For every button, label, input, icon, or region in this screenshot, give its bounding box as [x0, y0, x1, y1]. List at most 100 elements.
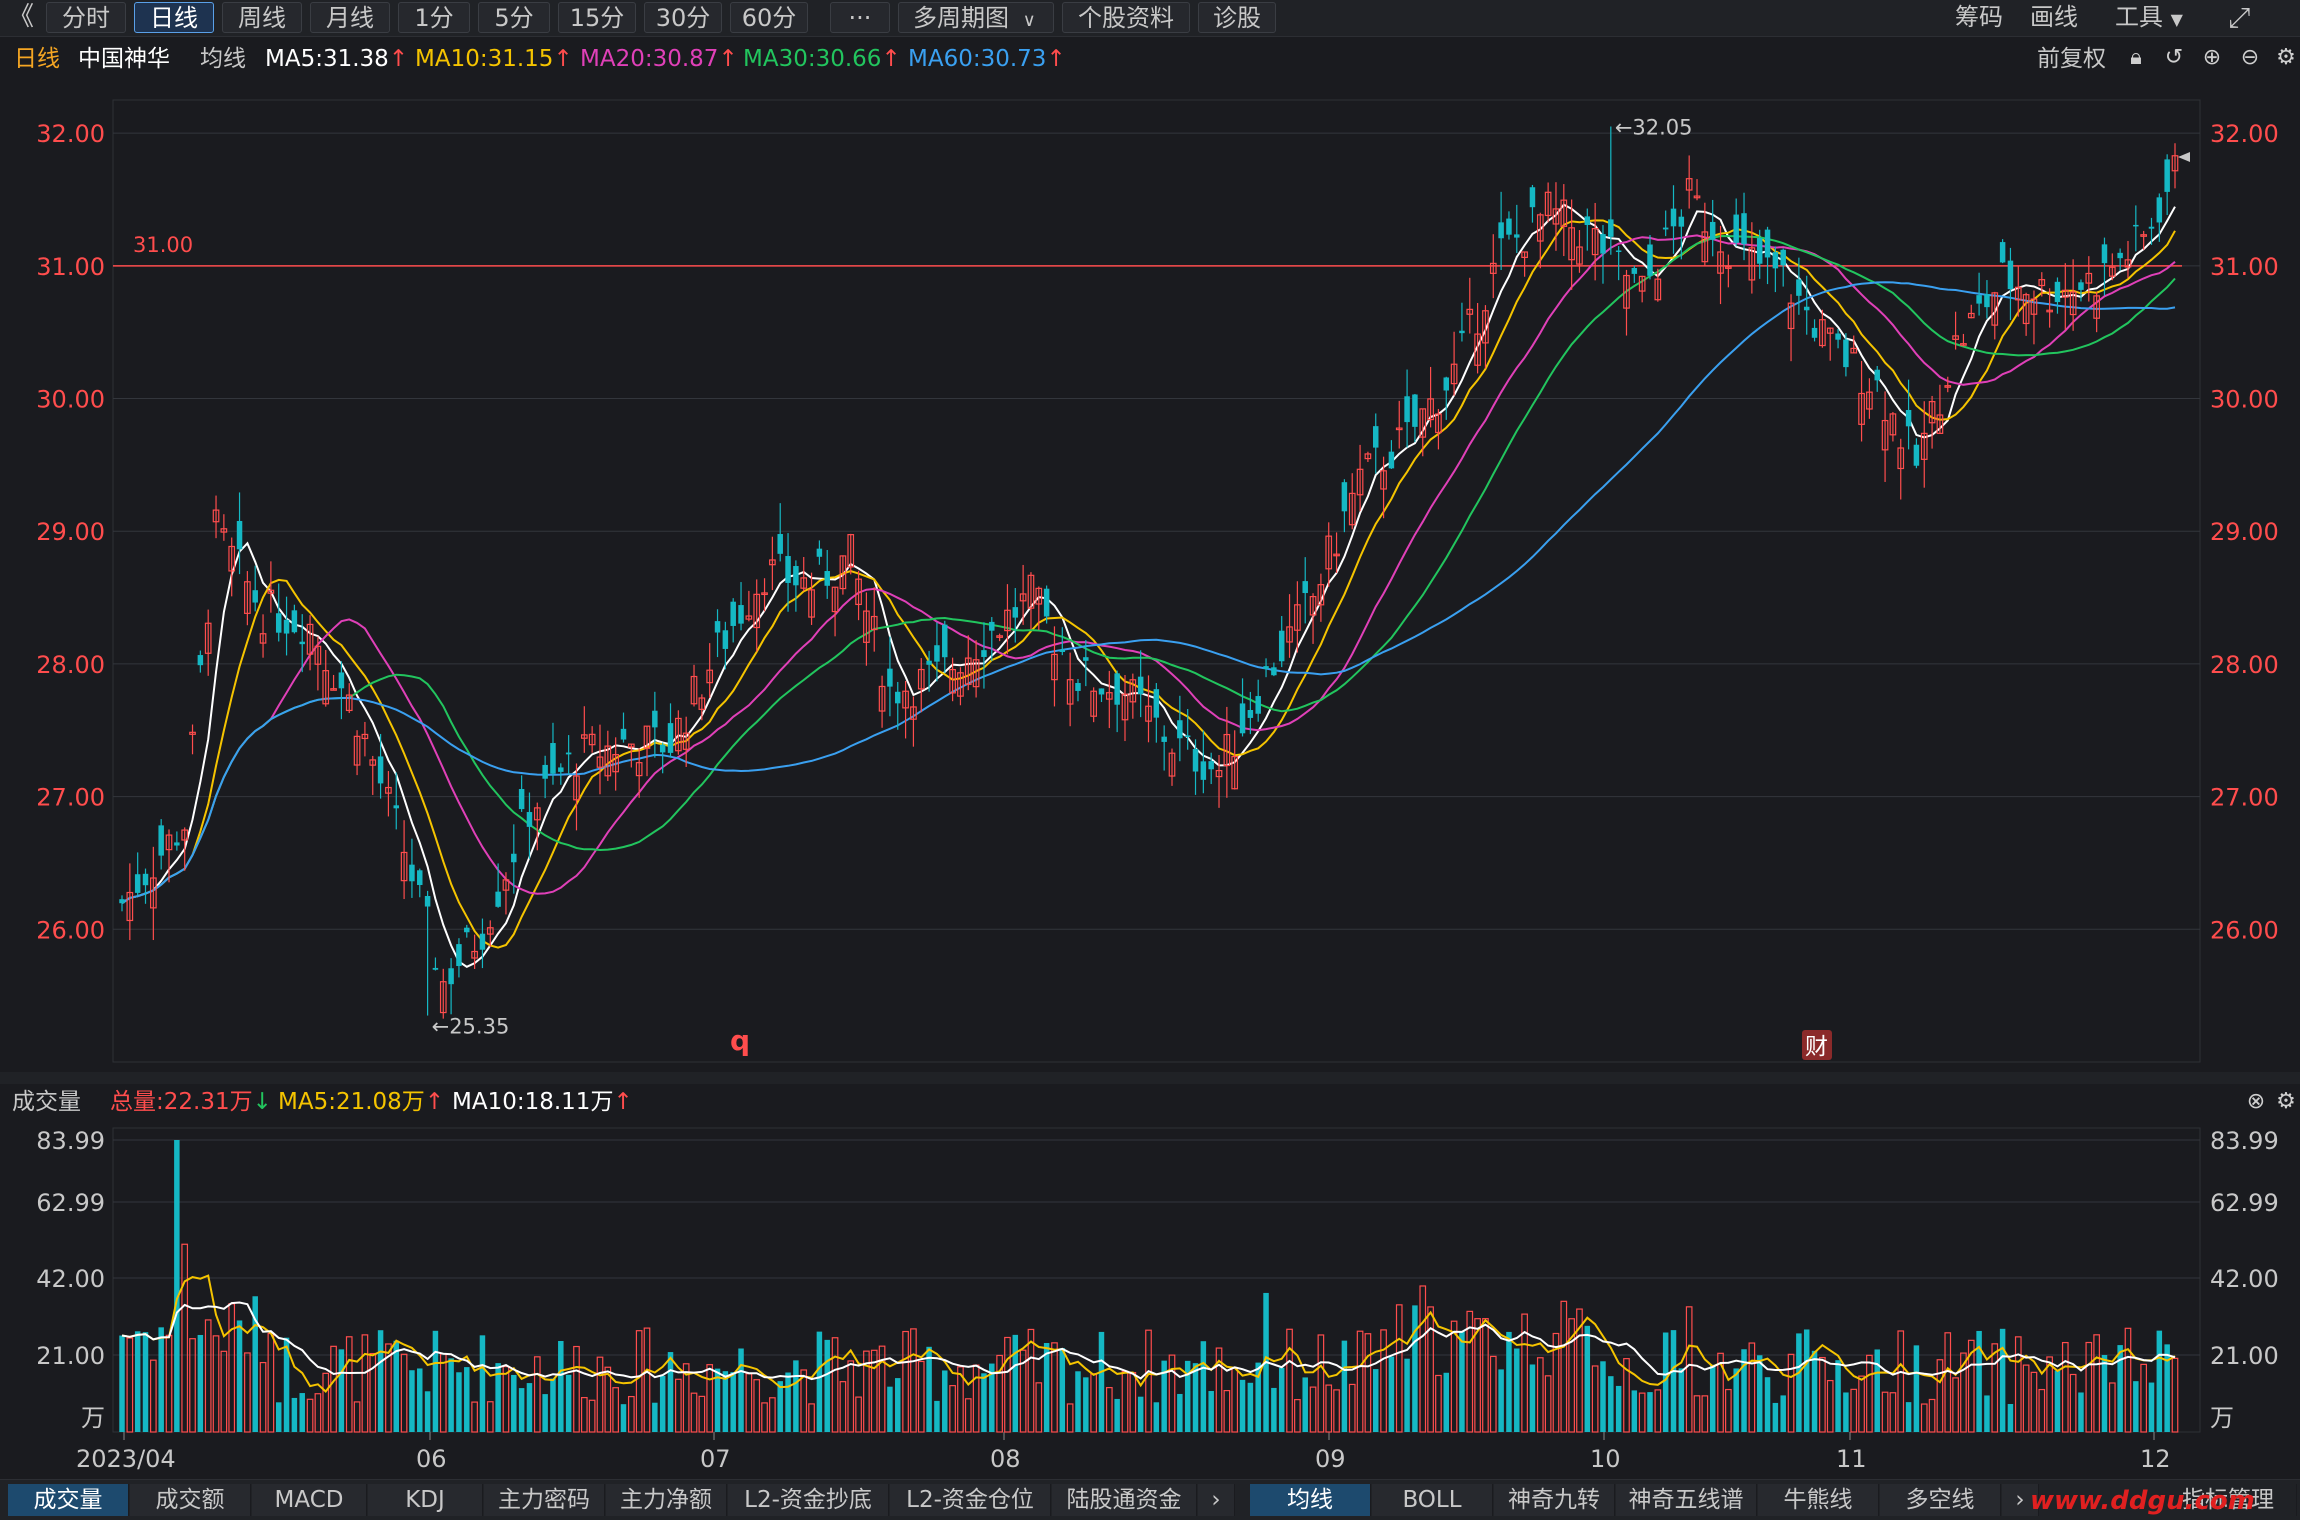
draw-line-button[interactable]: 画线 — [2030, 3, 2078, 31]
multi-period-label: 多周期图 — [913, 4, 1009, 32]
volume-bar-down — [620, 1404, 627, 1432]
candle-body-down — [1905, 409, 1912, 427]
volume-bar-up — [1638, 1392, 1646, 1433]
candle-body-up — [957, 672, 964, 697]
tab-l2-bottom[interactable]: L2-资金抄底 — [728, 1484, 889, 1516]
candle-body-up — [212, 509, 220, 523]
more-icon[interactable]: ··· — [830, 2, 890, 33]
candle-body-up — [1952, 335, 1959, 340]
volume-bar-down — [1631, 1390, 1638, 1432]
tab-hk-connect[interactable]: 陆股通资金 — [1052, 1484, 1197, 1516]
candle-body-down — [1733, 214, 1739, 243]
lock-icon[interactable]: 🔒︎ — [2130, 45, 2142, 70]
volume-bar-up — [1967, 1339, 1975, 1433]
volume-bar-up — [1866, 1354, 1873, 1433]
tab-main-net[interactable]: 主力净额 — [606, 1484, 727, 1516]
tab-long-short[interactable]: 多空线 — [1880, 1484, 2001, 1516]
volume-bar-up — [878, 1345, 886, 1433]
zoom-out-icon[interactable]: ⊖ — [2240, 45, 2260, 70]
candle-body-down — [291, 610, 298, 633]
candle-body-up — [330, 688, 337, 691]
volume-bar-up — [2069, 1373, 2077, 1433]
candle-body-up — [1215, 770, 1223, 778]
volume-bar-up — [126, 1337, 134, 1433]
tab-60min[interactable]: 60分 — [730, 2, 808, 33]
price-tick-left: 30.00 — [36, 386, 105, 414]
ma-line — [121, 203, 2176, 968]
volume-bar-up — [604, 1366, 612, 1433]
chevron-right-icon-2[interactable]: › — [2002, 1484, 2039, 1516]
tab-30min[interactable]: 30分 — [644, 2, 722, 33]
candle-body-down — [1498, 222, 1504, 239]
volume-bar-down — [2164, 1344, 2170, 1432]
event-mark-q: q — [730, 1024, 750, 1057]
candle-body-down — [793, 566, 799, 586]
undo-icon[interactable]: ↺ — [2164, 45, 2184, 70]
volume-bar-up — [330, 1345, 337, 1433]
tab-magic-five[interactable]: 神奇五线谱 — [1616, 1484, 1757, 1516]
tab-ma[interactable]: 均线 — [1250, 1484, 1371, 1516]
tab-amount[interactable]: 成交额 — [130, 1484, 251, 1516]
period-toolbar: 《 分时 日线 周线 月线 1分 5分 15分 30分 60分 ··· 多周期图… — [0, 0, 2300, 37]
tab-5min[interactable]: 5分 — [478, 2, 550, 33]
chevron-right-icon[interactable]: › — [1198, 1484, 1235, 1516]
candle-body-down — [1600, 234, 1606, 254]
volume-tick-left: 万 — [81, 1404, 105, 1432]
indicator-manage-button[interactable]: 指标管理 — [2160, 1484, 2297, 1516]
tab-bull-bear[interactable]: 牛熊线 — [1758, 1484, 1879, 1516]
diagnose-button[interactable]: 诊股 — [1198, 2, 1276, 33]
candle-body-up — [1701, 231, 1709, 263]
volume-bar-up — [847, 1360, 855, 1433]
volume-bar-down — [989, 1363, 995, 1432]
high-marker: ←32.05 — [1615, 116, 1693, 140]
kline-chart[interactable]: 32.00 32.00 31.00 31.00 30.00 30.00 29.00 29.00… — [0, 0, 2300, 1479]
volume-bar-up — [150, 1359, 157, 1433]
tab-15min[interactable]: 15分 — [558, 2, 636, 33]
tab-boll[interactable]: BOLL — [1372, 1484, 1493, 1516]
volume-bar-up — [2061, 1341, 2069, 1433]
back-icon[interactable]: 《 — [8, 2, 35, 32]
gear-icon[interactable]: ⚙ — [2276, 45, 2296, 70]
volume-bar-up — [808, 1403, 815, 1433]
volume-bar-up — [2014, 1336, 2022, 1433]
multi-period-button[interactable]: 多周期图 ∨ — [898, 2, 1054, 33]
tab-daily[interactable]: 日线 — [134, 2, 214, 33]
volume-bar-up — [1591, 1365, 1599, 1433]
volume-bar-down — [464, 1367, 470, 1432]
candle-body-up — [1591, 228, 1599, 256]
zoom-in-icon[interactable]: ⊕ — [2202, 45, 2222, 70]
tab-main-password[interactable]: 主力密码 — [484, 1484, 605, 1516]
tab-volume[interactable]: 成交量 — [8, 1484, 129, 1516]
chips-button[interactable]: 筹码 — [1955, 3, 2003, 31]
stock-name: 中国神华 — [78, 46, 170, 72]
close-icon[interactable]: ⊗ — [2246, 1089, 2266, 1114]
tab-kdj[interactable]: KDJ — [368, 1484, 483, 1516]
volume-bar-up — [800, 1369, 808, 1433]
volume-bar-down — [1059, 1348, 1066, 1432]
candle-body-up — [753, 593, 761, 629]
fullscreen-icon[interactable]: ⤢ — [2228, 1, 2251, 34]
volume-bar-up — [1364, 1333, 1372, 1433]
tab-magic-nine[interactable]: 神奇九转 — [1494, 1484, 1615, 1516]
tab-monthly[interactable]: 月线 — [310, 2, 390, 33]
volume-bar-up — [1309, 1386, 1317, 1433]
tab-fenshi[interactable]: 分时 — [46, 2, 126, 33]
candle-body-up — [1129, 679, 1137, 703]
volume-settings-icon[interactable]: ⚙ — [2276, 1089, 2296, 1114]
candle-body-down — [1114, 673, 1120, 705]
candle-body-up — [996, 635, 1003, 638]
tools-button[interactable]: 工具 ▼ — [2115, 2, 2183, 33]
tab-1min[interactable]: 1分 — [398, 2, 470, 33]
candle-body-up — [1348, 492, 1356, 526]
volume-bar-down — [1529, 1364, 1536, 1432]
tab-macd[interactable]: MACD — [252, 1484, 367, 1516]
stock-profile-button[interactable]: 个股资料 — [1062, 2, 1190, 33]
adjust-button[interactable]: 前复权 — [2037, 46, 2106, 72]
volume-bar-up — [675, 1378, 682, 1433]
ma-label[interactable]: 均线 — [200, 46, 246, 72]
candle-body-down — [777, 534, 783, 554]
volume-total-arrow: ↓ — [252, 1089, 272, 1115]
tab-l2-position[interactable]: L2-资金仓位 — [890, 1484, 1051, 1516]
candle-body-down — [1443, 377, 1450, 391]
tab-weekly[interactable]: 周线 — [222, 2, 302, 33]
